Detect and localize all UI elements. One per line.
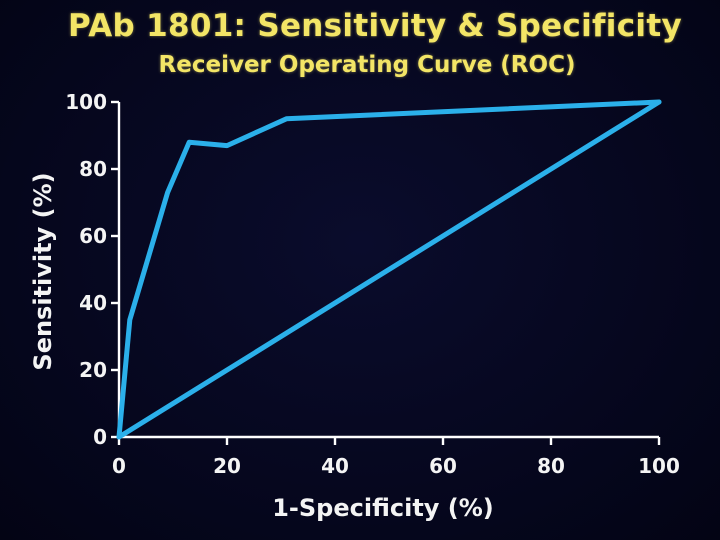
x-tick-label: 0 [112, 454, 126, 478]
y-tick-label: 40 [79, 291, 107, 315]
x-tick-label: 100 [638, 454, 680, 478]
chart-title: PAb 1801: Sensitivity & Specificity [68, 8, 682, 44]
diagonal-reference-line [116, 99, 662, 440]
tick-group: 0 20 40 60 80 100 0 20 40 60 80 100 [65, 90, 680, 478]
axes [117, 102, 659, 439]
x-axis-title: 1-Specificity (%) [272, 494, 494, 522]
y-tick-label: 60 [79, 224, 107, 248]
y-tick-label: 20 [79, 358, 107, 382]
x-tick-label: 20 [213, 454, 241, 478]
x-tick-label: 60 [429, 454, 457, 478]
series-group [116, 99, 662, 440]
y-axis-title: Sensitivity (%) [29, 172, 57, 370]
chart-subtitle: Receiver Operating Curve (ROC) [158, 52, 576, 78]
y-tick-label: 0 [93, 425, 107, 449]
x-tick-label: 40 [321, 454, 349, 478]
y-tick-label: 80 [79, 157, 107, 181]
x-tick-label: 80 [537, 454, 565, 478]
roc-curve-line [116, 99, 662, 440]
y-tick-label: 100 [65, 90, 107, 114]
